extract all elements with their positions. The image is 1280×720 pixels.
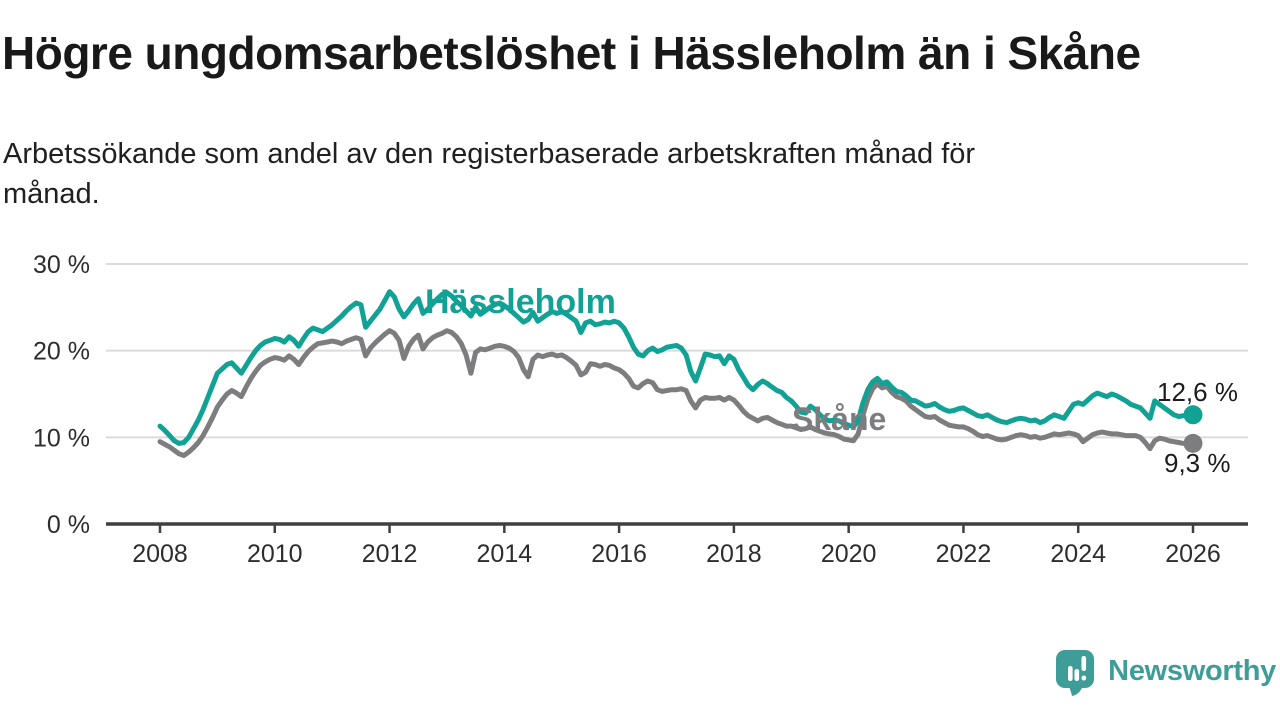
- chart-subtitle-line1: Arbetssökande som andel av den registerb…: [3, 138, 976, 170]
- chart-title: Högre ungdomsarbetslöshet i Hässleholm ä…: [2, 27, 1141, 79]
- chart-subtitle: Arbetssökande som andel av den registerb…: [3, 134, 1213, 214]
- newsworthy-bubble-barchart-icon: [1056, 650, 1095, 696]
- x-axis-tick-label: 2010: [247, 540, 303, 568]
- x-axis-tick-label: 2012: [362, 540, 418, 568]
- x-axis-tick-label: 2014: [477, 540, 533, 568]
- x-axis-tick-label: 2016: [591, 540, 647, 568]
- skane-end-value-label: 9,3 %: [1164, 448, 1231, 478]
- hassleholm-series-label: Hässleholm: [425, 283, 616, 321]
- newsworthy-logo: Newsworthy: [1055, 649, 1276, 697]
- x-axis-tick-label: 2026: [1165, 540, 1221, 568]
- x-axis-tick-label: 2022: [936, 540, 992, 568]
- skane-end-dot: [1183, 433, 1203, 453]
- y-axis-tick-label: 10 %: [33, 424, 90, 452]
- hassleholm-end-value-label: 12,6 %: [1157, 377, 1238, 407]
- hassleholm-end-dot: [1183, 405, 1203, 425]
- y-axis-tick-label: 30 %: [33, 251, 90, 279]
- x-axis-tick-label: 2018: [706, 540, 762, 568]
- x-axis-tick-label: 2020: [821, 540, 877, 568]
- x-axis-tick-label: 2008: [132, 540, 188, 568]
- y-axis-tick-label: 20 %: [33, 338, 90, 366]
- newsworthy-wordmark: Newsworthy: [1108, 654, 1276, 687]
- skane-line: [157, 328, 1196, 458]
- y-axis-tick-label: 0 %: [47, 511, 90, 539]
- chart-subtitle-line2: månad.: [3, 178, 100, 210]
- skane-series-label: Skåne: [792, 401, 887, 437]
- hassleholm-line: [157, 289, 1196, 446]
- x-axis-tick-label: 2024: [1050, 540, 1106, 568]
